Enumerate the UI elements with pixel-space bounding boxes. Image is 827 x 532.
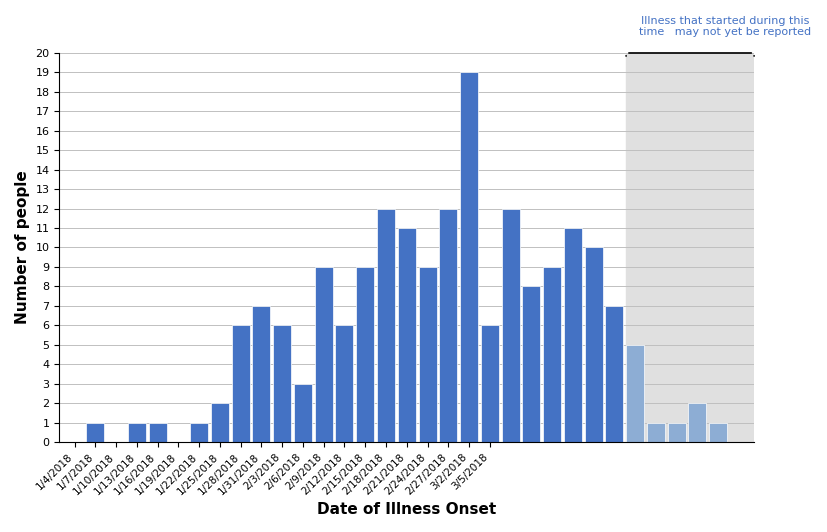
- Bar: [460, 72, 477, 442]
- Bar: [211, 403, 228, 442]
- Bar: [335, 325, 353, 442]
- Bar: [376, 209, 394, 442]
- Bar: [397, 228, 415, 442]
- Bar: [480, 325, 498, 442]
- Bar: [418, 267, 436, 442]
- Bar: [625, 53, 753, 442]
- Bar: [86, 422, 104, 442]
- Bar: [294, 384, 312, 442]
- Bar: [273, 325, 291, 442]
- Bar: [543, 267, 561, 442]
- Bar: [584, 247, 602, 442]
- Bar: [232, 325, 250, 442]
- Text: Illness that started during this
time   may not yet be reported: Illness that started during this time ma…: [638, 16, 810, 37]
- Bar: [687, 403, 705, 442]
- Y-axis label: Number of people: Number of people: [15, 171, 30, 325]
- Bar: [522, 286, 540, 442]
- Bar: [439, 209, 457, 442]
- Bar: [667, 422, 685, 442]
- X-axis label: Date of Illness Onset: Date of Illness Onset: [317, 502, 495, 517]
- Bar: [149, 422, 166, 442]
- Bar: [127, 422, 146, 442]
- Bar: [708, 422, 726, 442]
- Bar: [646, 422, 664, 442]
- Bar: [252, 306, 270, 442]
- Bar: [356, 267, 374, 442]
- Bar: [625, 345, 643, 442]
- Bar: [314, 267, 332, 442]
- Bar: [501, 209, 519, 442]
- Bar: [190, 422, 208, 442]
- Bar: [563, 228, 581, 442]
- Bar: [605, 306, 623, 442]
